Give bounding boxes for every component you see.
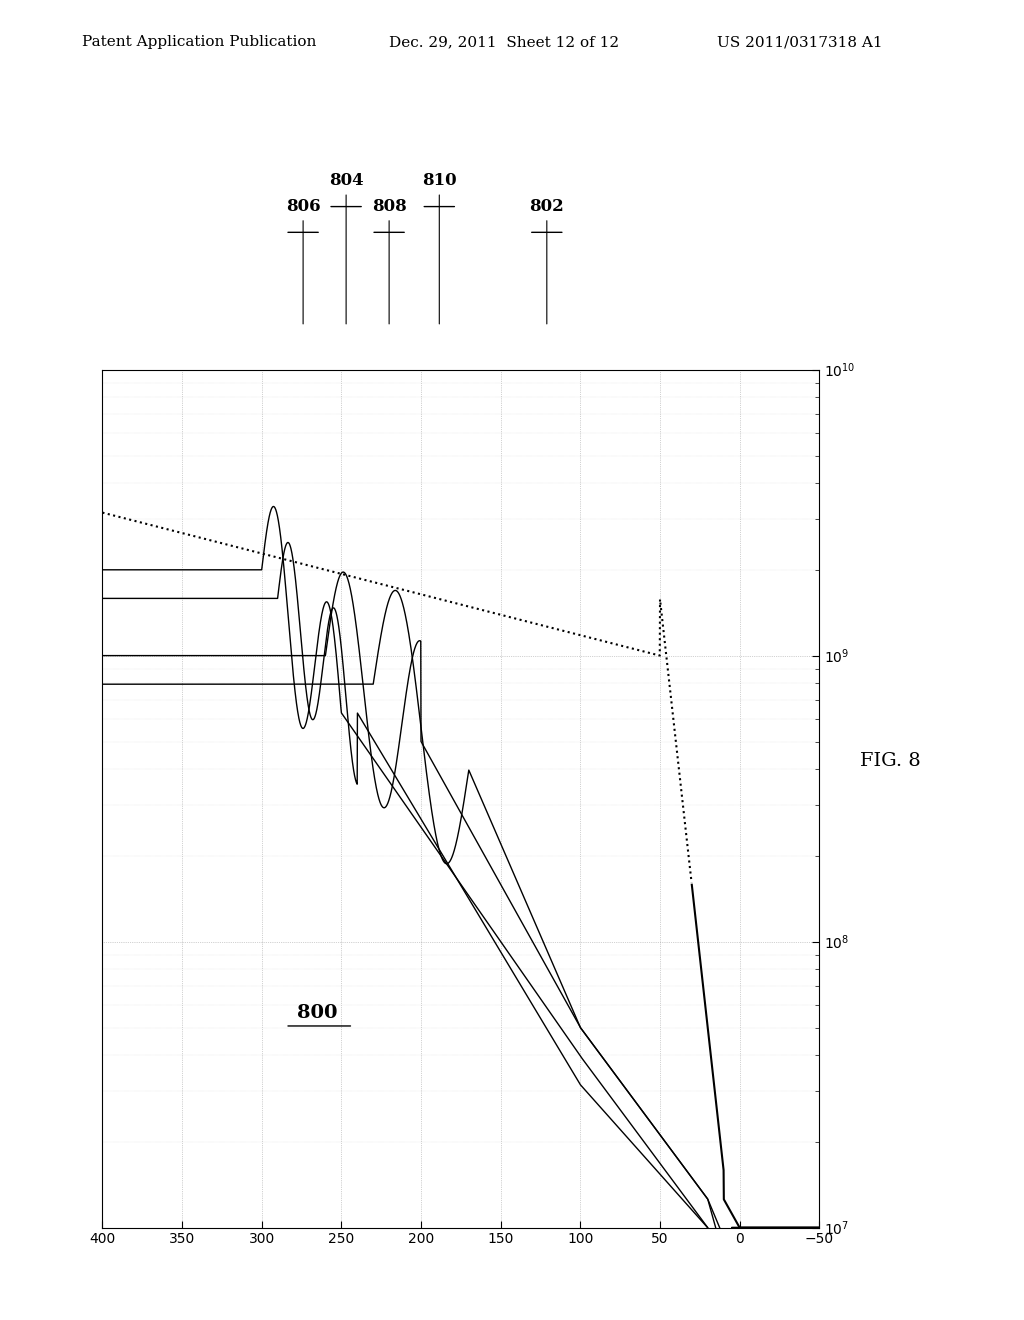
Text: 802: 802 bbox=[529, 198, 564, 323]
Text: Dec. 29, 2011  Sheet 12 of 12: Dec. 29, 2011 Sheet 12 of 12 bbox=[389, 36, 620, 49]
Text: 810: 810 bbox=[422, 173, 457, 323]
Text: 808: 808 bbox=[372, 198, 407, 323]
Text: 804: 804 bbox=[329, 173, 364, 323]
Text: FIG. 8: FIG. 8 bbox=[860, 751, 921, 770]
Text: Patent Application Publication: Patent Application Publication bbox=[82, 36, 316, 49]
Text: 800: 800 bbox=[297, 1005, 338, 1022]
Text: US 2011/0317318 A1: US 2011/0317318 A1 bbox=[717, 36, 883, 49]
Text: 806: 806 bbox=[286, 198, 321, 323]
